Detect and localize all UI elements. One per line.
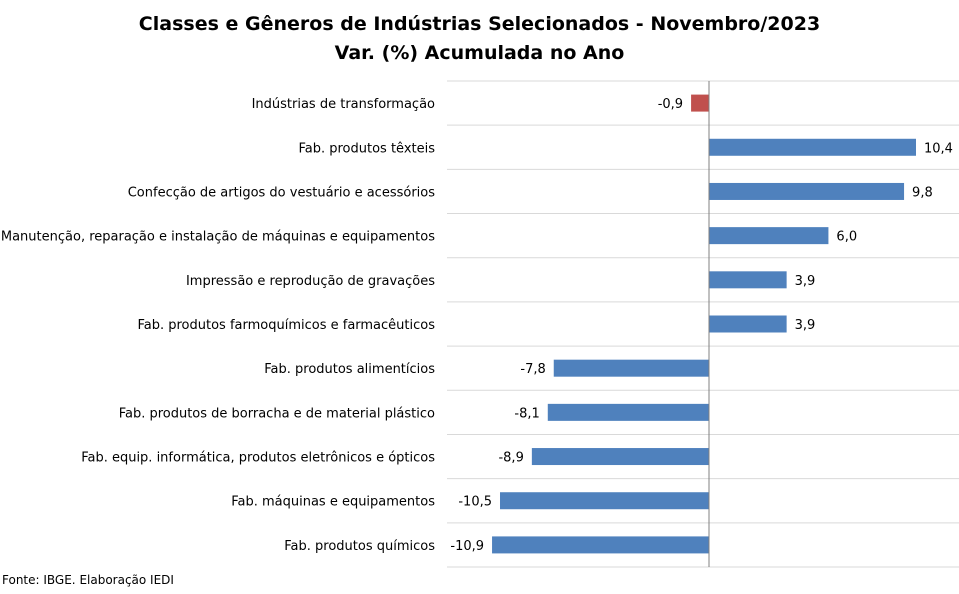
bar — [709, 315, 787, 333]
chart-title-block: Classes e Gêneros de Indústrias Selecion… — [0, 10, 959, 68]
category-label: Impressão e reprodução de gravações — [186, 274, 435, 289]
bar — [691, 94, 709, 112]
bar — [709, 271, 787, 289]
data-label: -7,8 — [520, 362, 545, 377]
data-label: -10,9 — [450, 539, 484, 554]
data-label: 6,0 — [836, 230, 857, 245]
bar — [500, 492, 709, 510]
category-label: Indústrias de transformação — [252, 97, 435, 112]
bar — [709, 138, 916, 156]
category-label: Fab. produtos farmoquímicos e farmacêuti… — [137, 318, 435, 333]
data-label: 9,8 — [912, 185, 933, 200]
category-label: Fab. produtos de borracha e de material … — [119, 406, 435, 421]
bar — [709, 182, 905, 200]
category-label: Confecção de artigos do vestuário e aces… — [128, 185, 436, 200]
data-label: -10,5 — [458, 495, 492, 510]
category-label: Fab. produtos alimentícios — [264, 362, 435, 377]
data-label: -0,9 — [658, 97, 683, 112]
chart-subtitle: Var. (%) Acumulada no Ano — [334, 42, 625, 64]
category-label: Fab. equip. informática, produtos eletrô… — [81, 451, 435, 466]
source-footer: Fonte: IBGE. Elaboração IEDI — [2, 573, 174, 587]
category-label: Fab. máquinas e equipamentos — [231, 495, 435, 510]
bar — [492, 536, 709, 554]
bar — [531, 448, 709, 466]
bar — [547, 403, 709, 421]
category-label: Fab. produtos têxteis — [298, 141, 435, 156]
category-label: Manutenção, reparação e instalação de má… — [1, 230, 435, 245]
data-label: 3,9 — [795, 318, 816, 333]
data-label: 3,9 — [795, 274, 816, 289]
data-label: 10,4 — [924, 141, 953, 156]
chart-title: Classes e Gêneros de Indústrias Selecion… — [138, 13, 821, 35]
bar — [553, 359, 709, 377]
bar — [709, 227, 829, 245]
category-label: Fab. produtos químicos — [284, 539, 435, 554]
data-label: -8,1 — [514, 406, 539, 421]
data-label: -8,9 — [498, 451, 523, 466]
